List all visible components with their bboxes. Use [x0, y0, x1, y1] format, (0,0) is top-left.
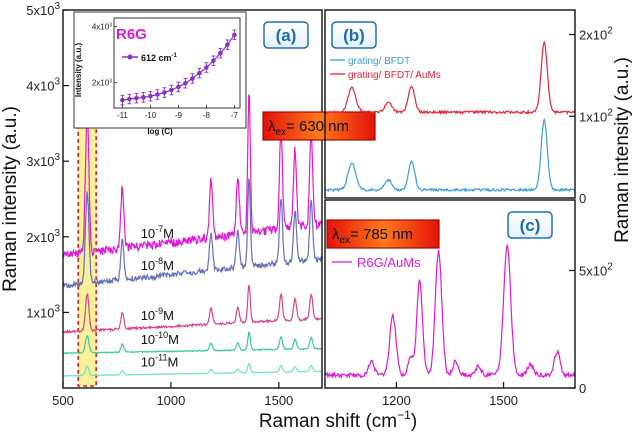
excitation-badge-785: λex= 785 nm — [326, 219, 440, 249]
y-tick-label-3000: 3x103 — [26, 152, 60, 169]
spectrum-line--11 — [62, 362, 323, 377]
inset-point — [134, 95, 139, 101]
c-x-tick-label-1500: 1500 — [489, 393, 518, 408]
panel-a-label-text: (a) — [276, 26, 297, 45]
b-y-tick-label-200: 2x102 — [579, 26, 613, 43]
legend-bfdt: grating/ BFDT — [348, 56, 410, 67]
y-tick-label-5000: 5x103 — [26, 1, 60, 18]
inset-x-tick-label--9: -9 — [175, 111, 183, 120]
inset-point — [204, 65, 209, 70]
inset-point — [169, 87, 174, 93]
inset-x-tick-label--10: -10 — [145, 111, 157, 120]
c-y-tick-label-0: 0 — [579, 381, 586, 396]
legend-r6g-aums: R6G/AuMs — [357, 255, 421, 270]
inset-y-tick-label-2000: 2x103 — [92, 79, 112, 88]
inset-point — [120, 97, 125, 103]
excitation-785-text: λex= 785 nm — [332, 226, 413, 246]
panel-a-frame — [62, 9, 323, 389]
inset-x-tick-label--11: -11 — [117, 111, 129, 120]
panel-c-label-text: (c) — [520, 216, 541, 235]
inset-xlabel: log (C) — [147, 127, 173, 136]
inset-x-tick-label--7: -7 — [231, 111, 239, 120]
inset-point — [190, 76, 195, 81]
inset-chart: R6G -11 -10 -9 -8 -7 2x103 4x103 612 cm-1 log … — [73, 11, 247, 136]
panel-b-label-text: (b) — [343, 26, 365, 45]
inset-point — [162, 90, 167, 95]
excitation-badge-630: λex= 630 nm — [262, 111, 376, 141]
y-tick-label-4000: 4x103 — [26, 77, 60, 94]
panel-c-legend: R6G/AuMs — [332, 255, 421, 270]
highlight-612-band — [77, 83, 97, 387]
inset-point — [183, 80, 188, 86]
panel-b: 0 1x102 2x102 (b) grating/ BFDT grating/ B… — [324, 9, 633, 243]
series-label--8: 10-8M — [141, 256, 174, 273]
spectrum-line-c — [324, 243, 576, 380]
series-label--11: 10-11M — [141, 353, 179, 370]
inset-point — [127, 96, 132, 102]
panel-a-label: (a) — [263, 21, 309, 49]
panel-b-frame — [324, 9, 576, 199]
panel-a-ylabel: Raman intensity (a.u.) — [0, 106, 21, 292]
x-tick-label-500: 500 — [52, 393, 74, 408]
inset-point — [211, 58, 216, 64]
x-tick-label-1500: 1500 — [264, 393, 293, 408]
panel-b-label: (b) — [331, 21, 377, 49]
spectrum-line-b-1 — [324, 40, 576, 116]
inset-ylabel: Intensity (a.u.) — [74, 43, 83, 98]
inset-y-tick-label-4000: 4x103 — [92, 22, 112, 31]
y-tick-label-1000: 1x103 — [26, 303, 60, 320]
spectrum-line--10 — [62, 331, 323, 355]
inset-point — [197, 70, 202, 76]
panel-c-frame — [324, 199, 576, 389]
panel-b-legend: grating/ BFDT grating/ BFDT/ AuMs — [330, 56, 441, 81]
panel-c: 1200 1500 0 5x102 (c) λex= 785 nm R6G/AuMs — [324, 199, 613, 408]
x-tick-label-1000: 1000 — [156, 393, 185, 408]
series-label--9: 10-9M — [141, 306, 174, 323]
inset-frame — [113, 17, 241, 109]
x-axis-label: Raman shift (cm−1) — [259, 408, 417, 432]
spectrum-line--9 — [62, 285, 323, 335]
inset-legend: 612 cm-1 — [122, 53, 178, 63]
spectrum-line-b-0 — [324, 117, 576, 193]
panel-b-ylabel: Raman intensity (a.u.) — [612, 57, 633, 243]
inset-point — [141, 95, 146, 100]
b-y-tick-label-100: 1x102 — [579, 107, 613, 124]
inset-title: R6G — [116, 26, 147, 43]
panel-c-label: (c) — [507, 211, 553, 239]
inset-point — [176, 84, 181, 90]
inset-point — [148, 93, 153, 99]
inset-x-tick-label--8: -8 — [203, 111, 211, 120]
inset-point — [232, 32, 237, 38]
c-y-tick-label-500: 5x102 — [579, 262, 613, 279]
inset-point — [218, 50, 223, 56]
inset-point — [225, 42, 230, 48]
legend-aums: grating/ BFDT/ AuMs — [348, 70, 441, 81]
series-label--10: 10-10M — [141, 330, 179, 347]
c-x-tick-label-1200: 1200 — [382, 393, 411, 408]
excitation-630-text: λex= 630 nm — [268, 118, 349, 138]
y-tick-label-2000: 2x103 — [26, 228, 60, 245]
spectrum-line--8 — [62, 178, 323, 289]
spectrum-line--7 — [62, 94, 323, 258]
inset-point — [155, 92, 160, 97]
b-y-tick-label-0: 0 — [579, 191, 586, 206]
series-label--7: 10-7M — [141, 224, 174, 241]
panel-a: 10-7M 10-8M 10-9M 10-10M 10-11M 500 1000 1500 1… — [0, 1, 417, 432]
inset-legend-text: 612 cm-1 — [141, 53, 178, 63]
